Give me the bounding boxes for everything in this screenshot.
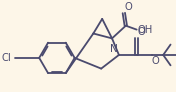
Text: Cl: Cl: [2, 53, 12, 63]
Text: O: O: [138, 27, 145, 37]
Text: O: O: [125, 2, 133, 12]
Text: N: N: [110, 44, 118, 54]
Text: O: O: [151, 56, 159, 66]
Text: OH: OH: [138, 25, 153, 35]
